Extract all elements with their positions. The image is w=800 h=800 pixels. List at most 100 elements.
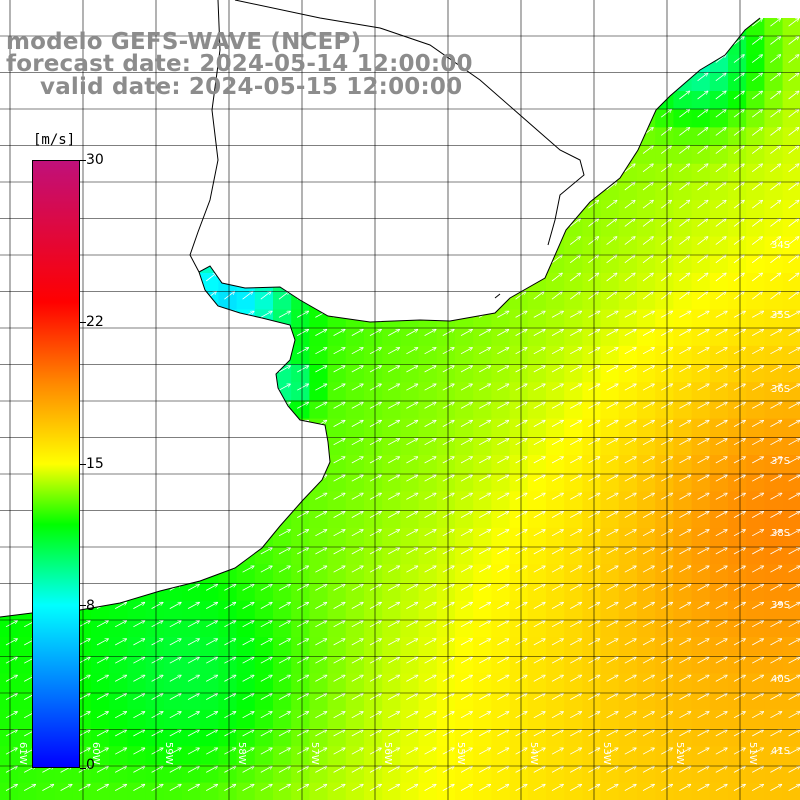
wind-cell [582,200,602,219]
wind-arrow [260,128,271,136]
wind-cell [200,200,219,219]
wind-arrow [96,200,107,209]
wind-cell [618,200,638,219]
wind-arrow [242,366,254,373]
wind-cell [109,200,128,219]
border-line [494,293,501,299]
wind-arrow [296,237,307,245]
wind-arrow [96,237,107,245]
wind-cell [691,36,711,56]
wind-arrow [278,18,289,27]
wind-arrow [169,237,180,245]
wind-arrow [296,146,307,154]
wind-cell [182,418,201,438]
wind-cell [582,145,602,165]
wind-cell [491,254,511,274]
wind-arrow [460,164,471,173]
wind-cell [564,163,583,183]
wind-arrow [169,273,180,282]
wind-cell [200,236,219,256]
wind-cell [218,546,238,565]
wind-cell [382,236,401,256]
wind-arrow [224,146,234,154]
wind-cell [91,546,110,565]
wind-cell [691,145,711,165]
wind-arrow [624,91,635,100]
wind-cell [655,36,674,56]
wind-cell [382,182,401,201]
wind-cell [764,254,784,274]
wind-cell [145,582,165,602]
wind-cell [564,18,583,19]
wind-cell [546,18,565,19]
wind-cell [254,418,274,438]
wind-arrow [460,311,472,318]
wind-cell [182,127,201,147]
wind-cell [200,309,219,329]
wind-cell [109,473,128,492]
wind-arrow [533,18,544,27]
wind-cell [200,182,219,201]
wind-arrow [406,273,416,282]
wind-arrow [187,384,199,391]
wind-arrow [278,493,290,500]
wind-arrow [642,55,653,63]
wind-arrow [115,311,126,318]
wind-cell [163,345,183,365]
wind-arrow [606,109,617,118]
wind-arrow [497,164,507,173]
wind-cell [709,72,729,92]
wind-cell [491,18,511,37]
wind-cell [218,291,238,310]
wind-arrow [224,402,235,409]
wind-arrow [78,366,90,373]
wind-cell [637,36,656,56]
wind-cell [273,345,292,365]
wind-cell [0,327,19,347]
wind-arrow [569,164,580,173]
wind-arrow [424,200,435,209]
wind-cell [582,36,602,56]
wind-cell [291,145,310,165]
wind-cell [91,364,110,383]
wind-arrow [352,0,362,8]
wind-cell [546,109,565,128]
wind-cell [509,218,529,238]
wind-cell [637,91,656,110]
wind-arrow [115,348,126,355]
wind-cell [582,273,602,292]
lat-label: 38S [771,528,790,539]
wind-cell [345,200,365,219]
wind-cell [327,273,347,292]
wind-arrow [660,37,671,45]
lon-label: 51W [747,742,758,765]
wind-cell [309,200,329,219]
wind-cell [109,527,128,547]
wind-cell [127,564,147,583]
wind-arrow [5,164,16,173]
wind-cell [200,254,219,274]
wind-cell [655,18,674,19]
wind-arrow [642,18,653,27]
wind-cell [455,182,474,201]
wind-cell [236,382,256,401]
wind-cell [72,127,92,147]
wind-cell [382,127,401,147]
wind-cell [691,273,711,292]
wind-cell [218,473,238,492]
wind-cell [36,18,56,19]
wind-cell [91,254,110,274]
wind-arrow [460,255,471,264]
wind-arrow [315,164,325,173]
wind-cell [254,254,274,274]
wind-cell [782,327,800,347]
wind-arrow [533,237,544,245]
wind-cell [400,254,420,274]
wind-arrow [351,311,363,318]
wind-cell [782,345,800,365]
wind-arrow [96,329,108,336]
wind-cell [273,418,292,438]
wind-cell [91,345,110,365]
wind-cell [491,18,511,19]
wind-arrow [569,109,580,118]
